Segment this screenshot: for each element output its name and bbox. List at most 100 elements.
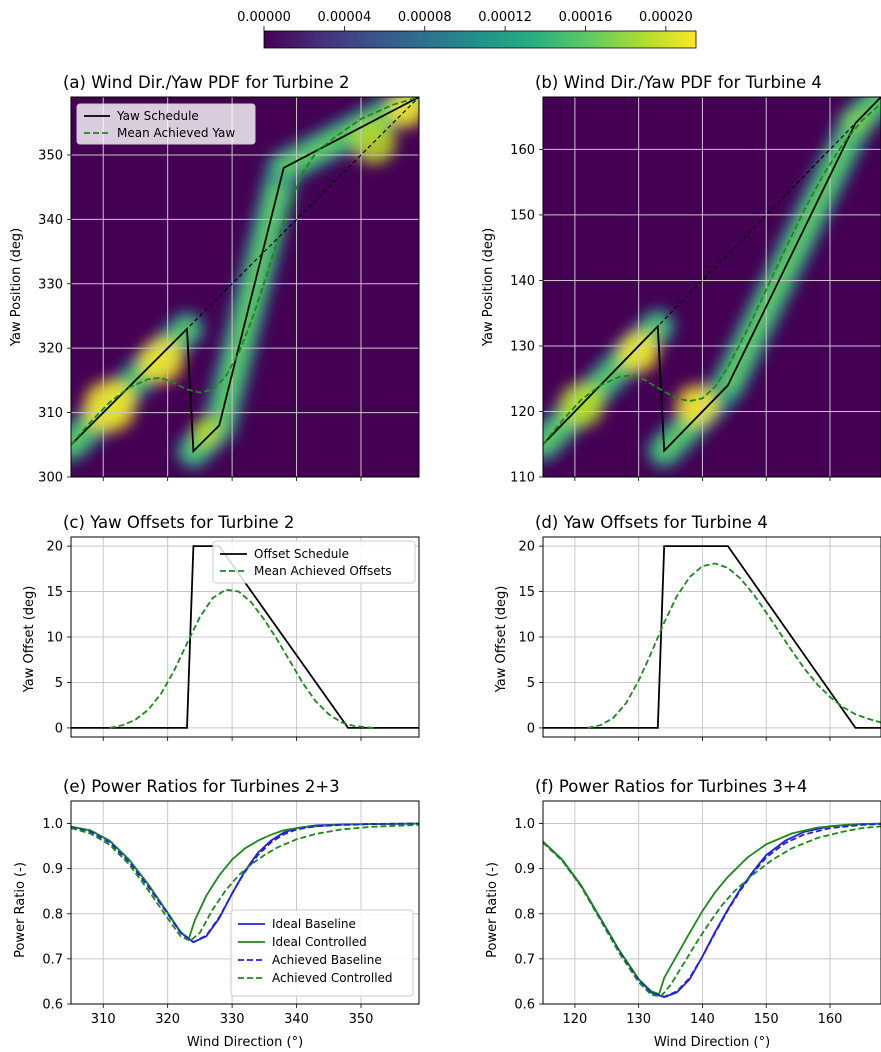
mean-achieved-yaw-line [71,97,419,446]
y-tick-label: 0.8 [514,907,535,922]
density-hotspot [139,339,184,384]
y-tick-label: 120 [510,405,535,420]
y-tick-label: 1.0 [514,817,535,832]
y-tick-label: 0 [527,721,535,736]
mean-achieved-yaw-line [543,102,881,445]
ylabel-d: Yaw Offset (deg) [494,586,509,694]
y-tick-label: 5 [55,676,63,691]
series-lines [71,822,419,944]
series-line-mean-achieved-offsets [109,588,374,729]
y-tick-label: 350 [38,148,63,163]
y-tick-label: 20 [46,540,63,555]
legend-label: Mean Achieved Yaw [117,126,235,140]
panel-a: (a) Wind Dir./Yaw PDF for Turbine 2 Yaw S… [38,73,420,486]
ylabel-a: Yaw Position (deg) [9,228,24,347]
y-tick-label: 5 [527,676,535,691]
y-tick-label: 140 [510,274,535,289]
yaw-schedule-line [543,97,881,453]
legend-label: Ideal Baseline [272,917,356,931]
colorbar-tick-label: 0.00012 [478,10,532,25]
x-tick-label: 140 [690,1012,715,1027]
series-lines [71,545,419,729]
y-tick-label: 0.7 [514,952,535,967]
colorbar-tick-label: 0.00016 [559,10,613,25]
series-line-achieved-controlled [543,825,881,998]
ylabel-b: Yaw Position (deg) [481,228,496,347]
y-tick-label: 1.0 [42,817,63,832]
x-tick-label: 330 [220,1012,245,1027]
legend-label: Mean Achieved Offsets [254,564,392,578]
series-line-ideal-controlled [71,822,419,941]
colorbar-tick-label: 0.00004 [317,10,371,25]
x-tick-label: 160 [818,1012,843,1027]
series-line-achieved-controlled [71,824,419,942]
series-lines [543,545,881,729]
series-lines [543,822,881,999]
heatmap [71,97,419,477]
legend-box [212,540,416,584]
xlabel-e: Wind Direction (°) [187,1035,303,1050]
x-tick-label: 150 [754,1012,779,1027]
axes-frame [70,96,420,478]
legend: Offset Schedule Mean Achieved Offsets [212,540,416,584]
legend-label: Yaw Schedule [116,109,199,123]
axes-frame [542,96,881,478]
panel-d: (d) Yaw Offsets for Turbine 4 0 5 10 15 20 [518,513,881,741]
colorbar: 0.00000 0.00004 0.00008 0.00012 0.00016 0.000… [237,10,697,49]
legend: Ideal Baseline Ideal Controlled Achieved B… [230,909,414,997]
series-line-achieved-baseline [71,822,419,944]
axes-frame [542,800,881,1005]
panel-title: (e) Power Ratios for Turbines 2+3 [63,777,340,796]
series-line-mean-achieved-offsets [587,562,881,729]
y-tick-label: 160 [510,143,535,158]
legend-label: Achieved Controlled [272,971,393,985]
colorbar-gradient [263,30,697,49]
y-tick-label: 340 [38,213,63,228]
y-tick-label: 15 [518,585,535,600]
ylabel-f: Power Ratio (-) [485,862,500,958]
panel-title: (a) Wind Dir./Yaw PDF for Turbine 2 [63,73,350,92]
colorbar-tick-label: 0.00008 [398,10,452,25]
density-hotspot [676,384,717,425]
y-tick-label: 20 [518,540,535,555]
x-tick-label: 130 [626,1012,651,1027]
legend-label: Offset Schedule [254,547,349,561]
y-tick-label: 0 [55,721,63,736]
curves [71,97,419,454]
legend: Yaw Schedule Mean Achieved Yaw [76,103,256,145]
yaw-schedule-line [71,97,419,454]
panel-e: (e) Power Ratios for Turbines 2+3 Ideal B… [42,777,420,1027]
y-tick-label: 10 [518,631,535,646]
curves [543,97,881,453]
y-tick-label: 150 [510,208,535,223]
y-tick-label: 10 [46,631,63,646]
y-tick-label: 0.8 [42,907,63,922]
y-tick-label: 0.9 [514,862,535,877]
density-hotspot [192,417,221,446]
y-tick-label: 0.7 [42,952,63,967]
y-tick-label: 130 [510,339,535,354]
axes-frame [70,800,420,1005]
legend-label: Ideal Controlled [272,935,367,949]
x-tick-label: 340 [284,1012,309,1027]
series-line-offset-schedule [71,545,419,729]
panel-title: (c) Yaw Offsets for Turbine 2 [63,513,294,532]
y-tick-label: 320 [38,342,63,357]
panel-title: (d) Yaw Offsets for Turbine 4 [535,513,768,532]
series-line-offset-schedule [543,545,881,729]
y-tick-label: 0.6 [42,998,63,1013]
y-tick-label: 110 [510,471,535,486]
y-tick-label: 310 [38,406,63,421]
y-tick-label: 0.6 [514,998,535,1013]
x-tick-label: 320 [155,1012,180,1027]
panel-b: (b) Wind Dir./Yaw PDF for Turbine 4 110 12… [510,73,881,486]
colorbar-tick-label: 0.00000 [237,10,291,25]
legend-box [76,103,256,145]
colorbar-tick-label: 0.00020 [639,10,693,25]
panel-title: (f) Power Ratios for Turbines 3+4 [535,777,807,796]
y-tick-label: 0.9 [42,862,63,877]
x-tick-label: 120 [562,1012,587,1027]
y-tick-label: 15 [46,585,63,600]
diagonal-line [71,97,419,446]
